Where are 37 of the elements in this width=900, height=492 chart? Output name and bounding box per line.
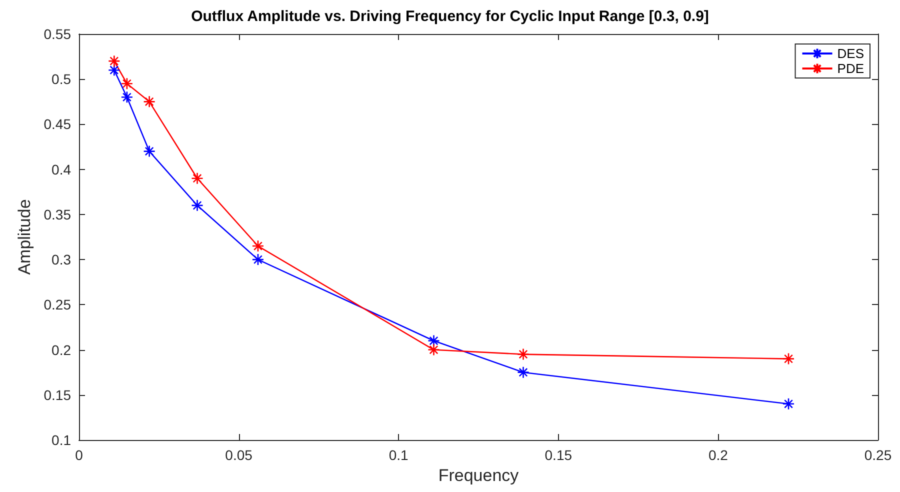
point	[108, 64, 120, 76]
x-tick-label: 0.25	[864, 447, 892, 463]
x-tick-label: 0.2	[708, 447, 728, 463]
point	[252, 240, 264, 252]
point	[120, 77, 134, 90]
legend-label: PDE	[837, 61, 864, 76]
chart-title: Outflux Amplitude vs. Driving Frequency for Cyclic Input Range [0.3, 0.9]	[191, 8, 709, 25]
y-tick-label: 0.45	[44, 116, 72, 132]
y-tick-label: 0.5	[52, 71, 72, 88]
point	[782, 352, 795, 365]
point	[191, 172, 204, 185]
y-tick-label: 0.35	[44, 206, 72, 222]
y-tick-label: 0.15	[44, 386, 72, 403]
y-tick-label: 0.55	[44, 26, 72, 42]
point	[517, 366, 530, 378]
y-tick-label: 0.2	[52, 342, 72, 358]
x-tick-label: 0.1	[388, 447, 409, 463]
x-tick-label: 0	[75, 447, 84, 463]
x-tick-label: 0.05	[225, 447, 253, 463]
point	[143, 145, 156, 158]
legend-label: DES	[837, 46, 864, 61]
point	[517, 348, 530, 360]
point	[782, 398, 795, 410]
y-tick-label: 0.4	[52, 161, 72, 178]
point	[252, 253, 264, 266]
y-tick-label: 0.3	[52, 252, 72, 268]
point	[428, 344, 440, 356]
x-tick-label: 0.15	[544, 447, 572, 463]
point	[428, 334, 440, 347]
x-axis-title: Frequency	[438, 466, 520, 485]
point	[108, 54, 120, 68]
point	[143, 96, 156, 108]
y-tick-label: 0.1	[52, 432, 72, 448]
point	[191, 199, 204, 212]
point	[120, 91, 134, 104]
y-axis-title: Amplitude	[14, 199, 34, 275]
y-tick-label: 0.25	[44, 296, 72, 313]
